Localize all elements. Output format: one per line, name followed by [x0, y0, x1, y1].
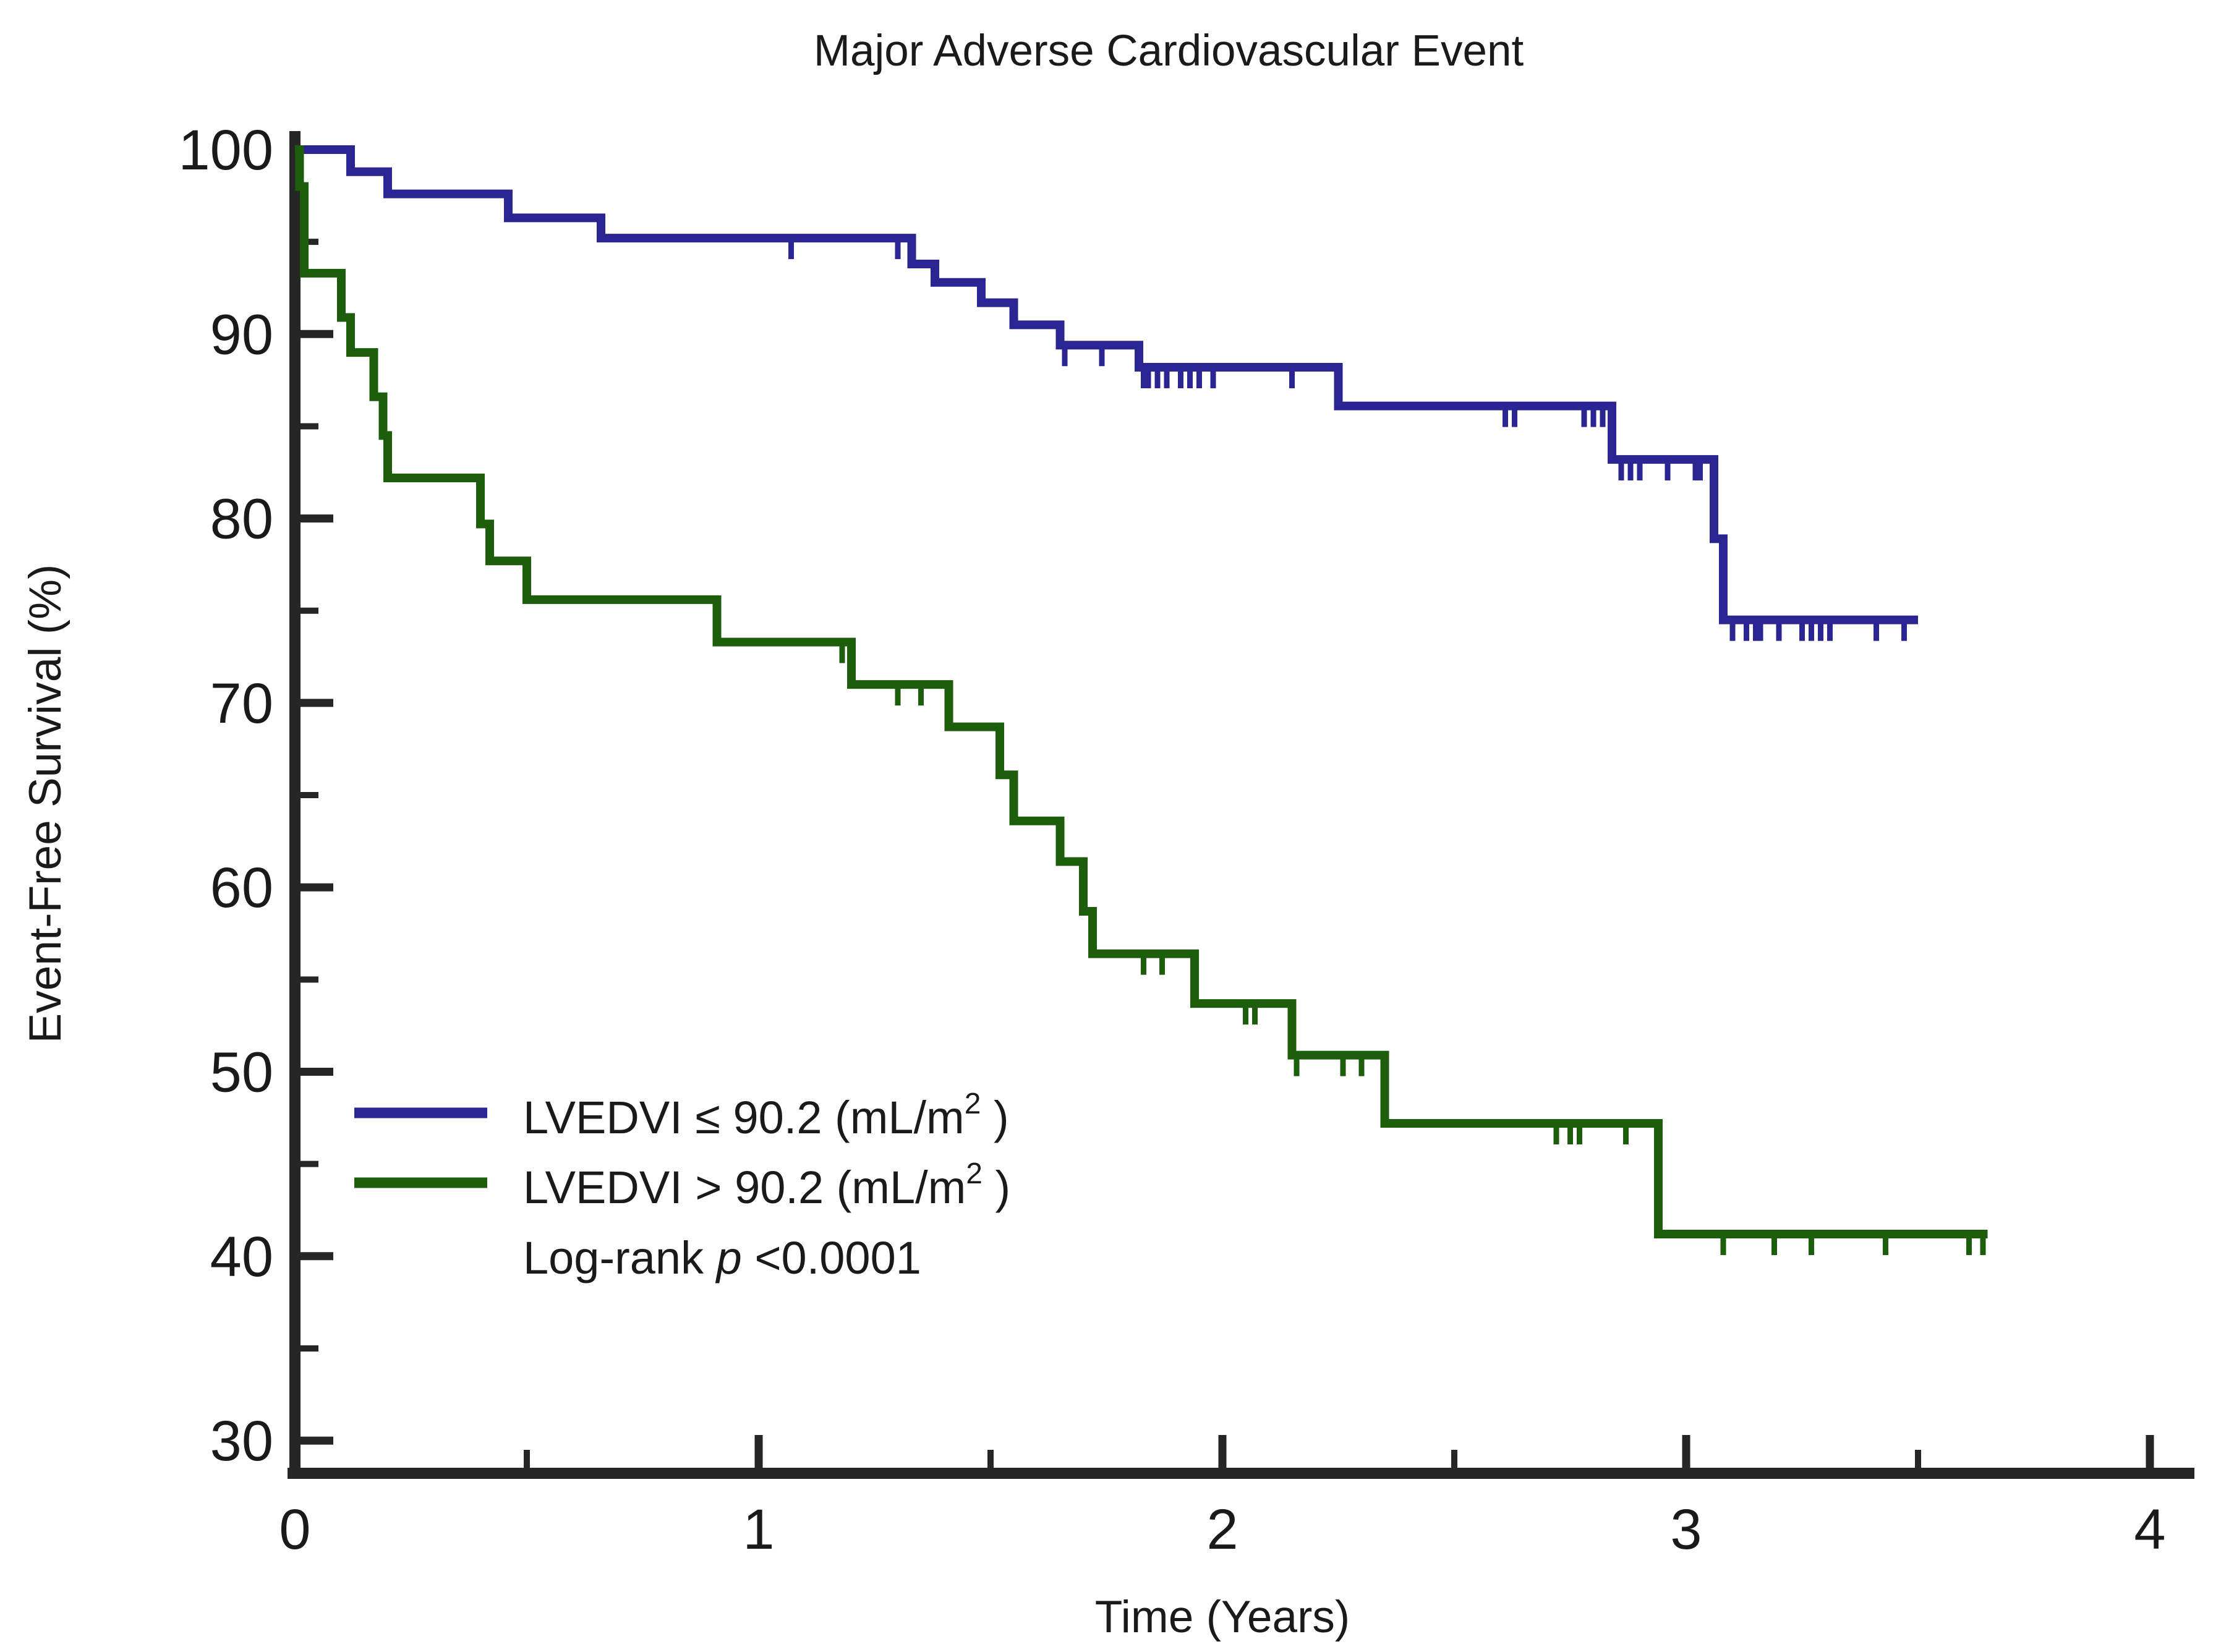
y-tick-label: 60	[210, 856, 273, 919]
x-axis-title: Time (Years)	[1095, 1592, 1350, 1642]
x-tick-label: 4	[2134, 1498, 2165, 1561]
logrank-annotation: Log-rank p <0.0001	[523, 1232, 921, 1284]
y-tick-label: 30	[210, 1410, 273, 1473]
legend-label-lvedvi-low: LVEDVI ≤ 90.2 (mL/m2 )	[523, 1088, 1009, 1143]
y-axis-title: Event-Free Survival (%)	[20, 564, 70, 1044]
y-tick-label: 70	[210, 672, 273, 735]
x-tick-label: 2	[1206, 1498, 1238, 1561]
axes: 100 90 80 70 60 50 40 300 1 2 3 4	[179, 119, 2194, 1561]
km-curve-lvedvi-high	[295, 145, 1988, 1238]
y-tick-label: 40	[210, 1225, 273, 1288]
x-tick-label: 0	[279, 1498, 310, 1561]
y-tick-label: 50	[210, 1041, 273, 1104]
legend-label-lvedvi-high: LVEDVI > 90.2 (mL/m2 )	[523, 1157, 1010, 1213]
legend: LVEDVI ≤ 90.2 (mL/m2 ) LVEDVI > 90.2 (mL…	[354, 1088, 1010, 1284]
chart-title: Major Adverse Cardiovascular Event	[814, 27, 1524, 75]
y-tick-label: 90	[210, 303, 273, 366]
x-tick-label: 3	[1670, 1498, 1702, 1561]
y-tick-label: 80	[210, 488, 273, 551]
km-curve-lvedvi-low	[295, 145, 1918, 624]
x-tick-label: 1	[743, 1498, 774, 1561]
y-tick-label: 100	[179, 119, 274, 182]
survival-curves	[295, 145, 1988, 1256]
